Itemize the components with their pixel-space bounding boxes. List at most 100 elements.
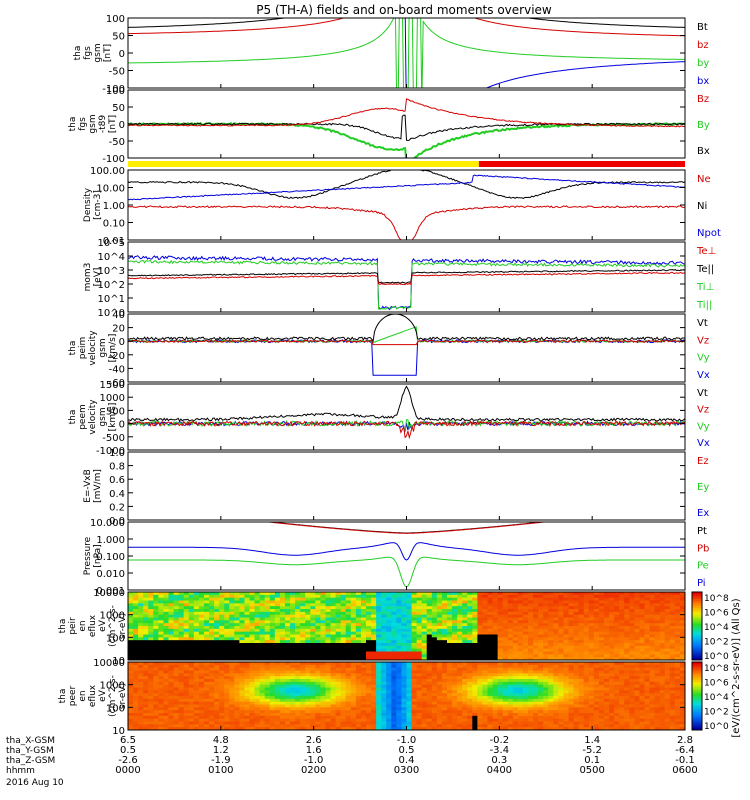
heat-cell bbox=[203, 606, 210, 610]
heat-cell bbox=[472, 676, 478, 680]
heat-cell bbox=[381, 611, 387, 616]
heat-cell bbox=[330, 654, 337, 658]
heat-cell bbox=[269, 687, 276, 691]
heat-cell bbox=[371, 628, 377, 633]
heat-cell bbox=[178, 643, 185, 647]
heat-cell bbox=[467, 634, 473, 638]
heat-cell bbox=[396, 676, 403, 680]
heat-cell bbox=[148, 701, 154, 706]
heat-cell bbox=[558, 620, 565, 624]
heat-cell bbox=[320, 704, 327, 708]
heat-cell bbox=[431, 611, 438, 616]
heat-cell bbox=[553, 620, 560, 624]
heat-cell bbox=[350, 614, 357, 619]
heat-cell bbox=[249, 662, 256, 666]
heat-cell bbox=[279, 597, 286, 602]
heat-cell bbox=[649, 648, 656, 653]
heat-cell bbox=[507, 681, 514, 686]
heat-cell bbox=[563, 645, 570, 650]
heat-cell bbox=[512, 603, 519, 607]
heat-cell bbox=[153, 664, 159, 669]
heat-cell bbox=[411, 609, 418, 613]
heat-cell bbox=[411, 698, 418, 703]
heat-cell bbox=[214, 670, 220, 674]
heat-cell bbox=[229, 617, 235, 621]
heat-cell bbox=[644, 626, 651, 630]
heat-cell bbox=[533, 654, 539, 658]
series-Npot bbox=[128, 174, 685, 201]
heat-cell bbox=[315, 620, 322, 624]
heat-cell bbox=[598, 592, 605, 596]
heat-cell bbox=[279, 592, 286, 596]
heat-cell bbox=[345, 670, 352, 674]
heat-cell bbox=[163, 664, 170, 669]
heat-cell bbox=[679, 637, 685, 641]
heat-cell bbox=[239, 617, 246, 621]
heat-cell bbox=[300, 614, 306, 619]
heat-cell bbox=[365, 676, 372, 680]
heat-cell bbox=[609, 609, 615, 613]
heat-cell bbox=[421, 603, 428, 607]
heat-cell bbox=[249, 620, 256, 624]
heat-cell bbox=[588, 620, 595, 624]
heat-cell bbox=[279, 724, 286, 728]
heat-cell bbox=[401, 673, 408, 677]
heat-cell bbox=[249, 727, 256, 730]
heat-cell bbox=[517, 667, 524, 672]
heat-cell bbox=[279, 673, 286, 677]
heat-cell bbox=[507, 721, 514, 725]
heat-cell bbox=[553, 696, 560, 700]
heat-cell bbox=[386, 664, 392, 669]
heat-cell bbox=[548, 623, 554, 627]
heat-cell bbox=[203, 597, 210, 602]
heat-cell bbox=[431, 667, 438, 672]
heat-cell bbox=[406, 713, 413, 717]
heat-cell bbox=[411, 623, 418, 627]
heat-cell bbox=[421, 681, 428, 686]
heat-cell bbox=[452, 693, 458, 697]
heat-cell bbox=[143, 710, 149, 714]
heat-cell bbox=[644, 623, 651, 627]
heat-cell bbox=[355, 657, 362, 660]
heat-cell bbox=[168, 626, 175, 630]
heat-cell bbox=[507, 718, 514, 723]
heat-cell bbox=[198, 611, 205, 616]
legend-pressure-1: Pb bbox=[697, 543, 709, 554]
heat-cell bbox=[502, 679, 509, 683]
heat-cell bbox=[457, 637, 463, 641]
heat-cell bbox=[330, 645, 337, 650]
heat-cell bbox=[411, 631, 418, 636]
heat-cell bbox=[477, 648, 484, 653]
heat-cell bbox=[198, 654, 205, 658]
heat-cell bbox=[345, 597, 352, 602]
heat-cell bbox=[345, 592, 352, 596]
heat-cell bbox=[674, 643, 681, 647]
heat-cell bbox=[472, 643, 478, 647]
heat-cell bbox=[183, 724, 190, 728]
heat-cell bbox=[133, 594, 139, 599]
heat-cell bbox=[209, 592, 215, 596]
heat-cell bbox=[163, 724, 170, 728]
heat-cell bbox=[568, 597, 575, 602]
y-label: tha peim velocity gsm [km/s] bbox=[68, 330, 118, 366]
heat-cell bbox=[295, 721, 301, 725]
heat-cell bbox=[153, 662, 159, 666]
heat-cell bbox=[290, 701, 296, 706]
heat-cell bbox=[487, 640, 494, 644]
heat-cell bbox=[305, 667, 311, 672]
heat-cell bbox=[644, 597, 651, 602]
heat-cell bbox=[360, 657, 367, 660]
heat-cell bbox=[128, 673, 134, 677]
heat-cell bbox=[406, 614, 413, 619]
heat-cell bbox=[598, 648, 605, 653]
heat-cell bbox=[426, 662, 433, 666]
heat-cell bbox=[431, 727, 438, 730]
heat-cell bbox=[188, 710, 195, 714]
heat-cell bbox=[609, 606, 615, 610]
heat-cell bbox=[533, 698, 539, 703]
heat-cell bbox=[553, 645, 560, 650]
heat-cell bbox=[654, 611, 661, 616]
heat-cell bbox=[396, 718, 403, 723]
heat-cell bbox=[639, 645, 646, 650]
heat-cell bbox=[472, 626, 478, 630]
